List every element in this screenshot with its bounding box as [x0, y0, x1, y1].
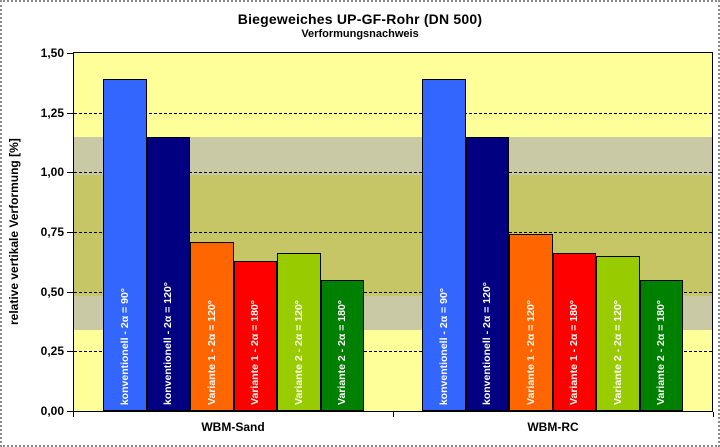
bar-label: konventionell - 2α = 120°: [162, 282, 175, 405]
bar-WBM-Sand-5: Variante 2 - 2α = 120°: [277, 253, 321, 411]
x-tick-mark: [713, 412, 714, 417]
y-tick-label-1,25: 1,25: [40, 105, 64, 120]
bar-label: konventionell - 2α = 90°: [437, 287, 450, 405]
bar-WBM-RC-1: konventionell - 2α = 90°: [422, 79, 466, 411]
bar-WBM-RC-6: Variante 2 - 2α = 180°: [639, 279, 683, 411]
bar-label: Variante 1 - 2α = 180°: [568, 300, 581, 405]
plot-area: konventionell - 2α = 90° konventionell - …: [73, 52, 713, 412]
bar-WBM-Sand-6: Variante 2 - 2α = 180°: [320, 279, 364, 411]
y-tick-mark: [67, 411, 73, 412]
bar-label: Variante 2 - 2α = 180°: [336, 300, 349, 405]
y-tick-label-1,50: 1,50: [40, 46, 64, 60]
y-tick-label-0,75: 0,75: [40, 225, 64, 239]
y-tick-label-0,00: 0,00: [40, 404, 64, 418]
bar-WBM-RC-4: Variante 1 - 2α = 180°: [552, 253, 596, 411]
bar-WBM-Sand-2: konventionell - 2α = 120°: [146, 136, 190, 411]
chart-subtitle: Verformungsnachweis: [301, 28, 419, 40]
gridline: [74, 291, 712, 293]
bar-label: Variante 2 - 2α = 120°: [292, 300, 305, 405]
x-tick-mark: [393, 412, 394, 417]
y-tick-label-1,00: 1,00: [40, 165, 64, 180]
bar-label: konventionell - 2α = 120°: [481, 282, 494, 405]
y-tick-mark: [67, 351, 73, 353]
bar-label: Variante 1 - 2α = 120°: [524, 300, 537, 405]
bar-WBM-Sand-1: konventionell - 2α = 90°: [103, 79, 147, 411]
y-tick-mark: [67, 53, 73, 54]
bar-WBM-RC-2: konventionell - 2α = 120°: [465, 136, 509, 411]
y-tick-mark: [67, 291, 73, 293]
y-axis-title: relative vertikale Verformung [%]: [7, 138, 21, 326]
chart-title: Biegeweiches UP-GF-Rohr (DN 500): [237, 11, 483, 27]
y-tick-label-0,50: 0,50: [40, 284, 64, 299]
bar-WBM-RC-3: Variante 1 - 2α = 120°: [509, 234, 553, 411]
gridline: [74, 112, 712, 114]
x-tick-mark: [73, 412, 74, 417]
gridline: [74, 232, 712, 233]
bar-WBM-Sand-4: Variante 1 - 2α = 180°: [233, 260, 277, 411]
y-tick-mark: [67, 172, 73, 174]
bar-label: konventionell - 2α = 90°: [118, 287, 131, 405]
bar-label: Variante 2 - 2α = 180°: [655, 300, 668, 405]
category-label-wbm-sand: WBM-Sand: [201, 420, 265, 434]
bar-WBM-Sand-3: Variante 1 - 2α = 120°: [190, 241, 234, 411]
gridline: [74, 172, 712, 174]
bar-WBM-RC-5: Variante 2 - 2α = 120°: [596, 255, 640, 411]
bar-label: Variante 1 - 2α = 180°: [249, 300, 262, 405]
y-tick-mark: [67, 112, 73, 114]
bar-label: Variante 2 - 2α = 120°: [611, 300, 624, 405]
category-label-wbm-rc: WBM-RC: [527, 420, 579, 434]
y-tick-mark: [67, 232, 73, 233]
y-tick-label-0,25: 0,25: [40, 344, 64, 359]
gridline: [74, 351, 712, 353]
bar-label: Variante 1 - 2α = 120°: [205, 300, 218, 405]
